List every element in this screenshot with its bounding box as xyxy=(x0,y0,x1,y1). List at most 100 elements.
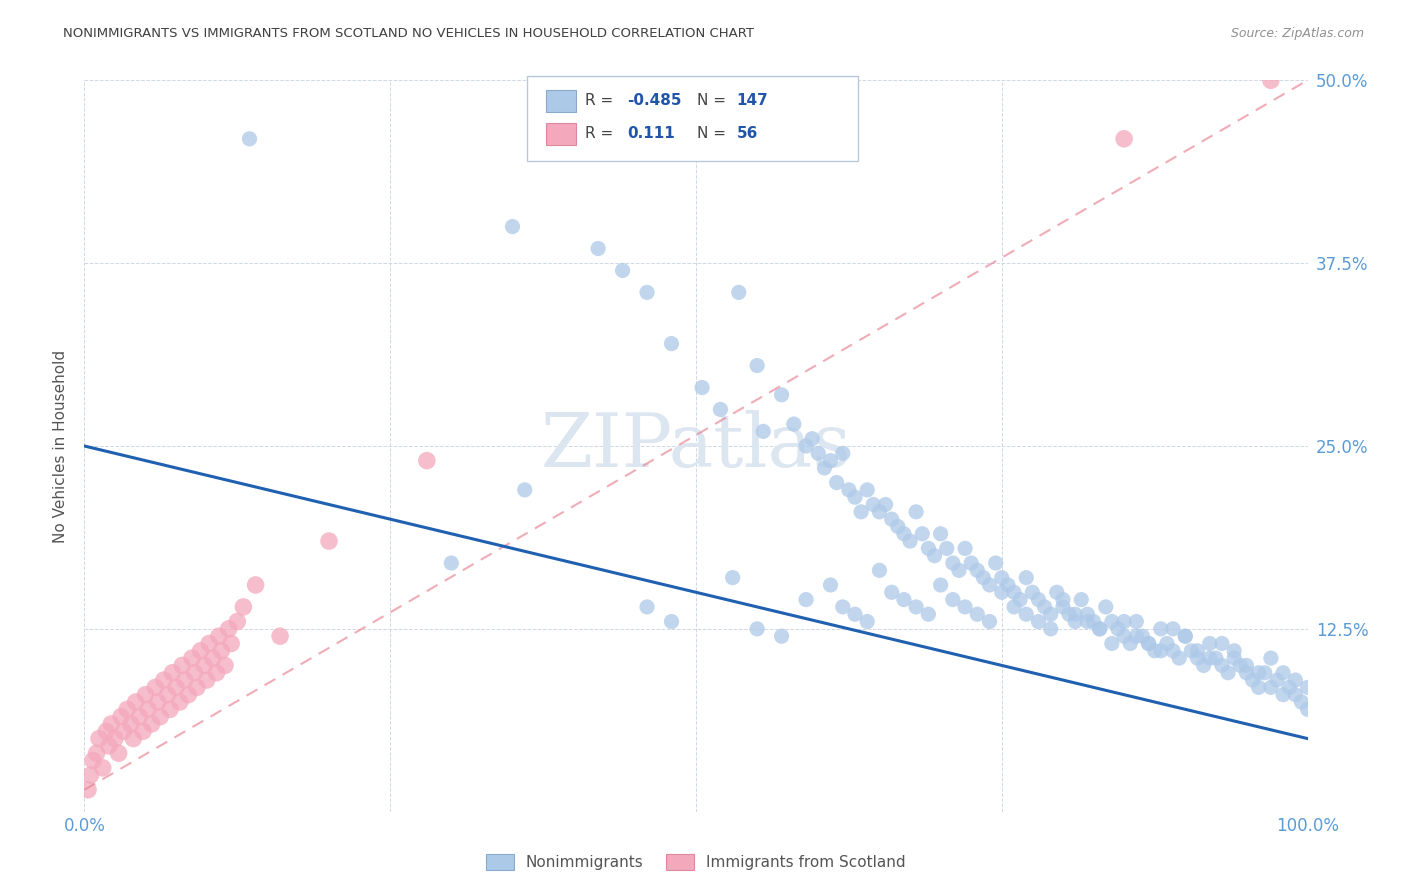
Point xyxy=(979,615,1001,629)
Point xyxy=(1180,644,1202,658)
Point xyxy=(783,417,806,431)
Point xyxy=(91,761,114,775)
Point xyxy=(905,505,928,519)
Point xyxy=(135,688,157,702)
Point xyxy=(1114,615,1136,629)
Point xyxy=(1094,599,1116,614)
Point xyxy=(1057,607,1080,622)
Point xyxy=(1161,622,1184,636)
Point xyxy=(1260,73,1282,87)
Point xyxy=(1247,681,1270,695)
Point xyxy=(831,599,853,614)
Point xyxy=(269,629,291,643)
Point xyxy=(586,242,609,256)
Point xyxy=(172,658,194,673)
Point xyxy=(1205,651,1227,665)
Point xyxy=(869,505,891,519)
Point xyxy=(813,461,835,475)
Point xyxy=(1260,651,1282,665)
Point xyxy=(208,629,231,643)
Text: ZIPatlas: ZIPatlas xyxy=(540,409,852,483)
Text: N =: N = xyxy=(697,127,731,141)
Point xyxy=(149,709,172,723)
Point xyxy=(107,746,129,760)
Point xyxy=(831,446,853,460)
Point xyxy=(747,359,769,373)
Point xyxy=(96,724,118,739)
Point xyxy=(917,541,939,556)
Text: R =: R = xyxy=(585,127,619,141)
Point xyxy=(181,651,204,665)
Point xyxy=(1198,636,1220,650)
Point xyxy=(849,505,872,519)
Point xyxy=(1284,688,1306,702)
Point xyxy=(1254,665,1277,680)
Point xyxy=(966,607,988,622)
Point xyxy=(136,702,159,716)
Point xyxy=(887,519,910,533)
Point xyxy=(1052,592,1074,607)
Point xyxy=(97,739,120,753)
Text: 56: 56 xyxy=(737,127,758,141)
Point xyxy=(844,490,866,504)
Point xyxy=(201,651,224,665)
Point xyxy=(1241,673,1264,687)
Point xyxy=(1101,615,1123,629)
Point xyxy=(661,615,683,629)
Text: -0.485: -0.485 xyxy=(627,94,682,108)
Point xyxy=(1260,681,1282,695)
Point xyxy=(636,599,658,614)
Point xyxy=(924,549,946,563)
Point xyxy=(1052,599,1074,614)
Point xyxy=(1198,651,1220,665)
Point xyxy=(146,695,169,709)
Point xyxy=(132,724,155,739)
Point xyxy=(942,592,965,607)
Point xyxy=(953,541,976,556)
Y-axis label: No Vehicles in Household: No Vehicles in Household xyxy=(53,350,69,542)
Point xyxy=(636,285,658,300)
Point xyxy=(245,578,267,592)
Point xyxy=(997,578,1019,592)
Point xyxy=(120,717,142,731)
Point xyxy=(318,534,340,549)
Point xyxy=(869,563,891,577)
Point xyxy=(1211,636,1233,650)
Point xyxy=(1272,688,1295,702)
Point xyxy=(153,673,176,687)
Point xyxy=(966,563,988,577)
Point xyxy=(953,599,976,614)
Point xyxy=(1083,615,1105,629)
Point xyxy=(1216,665,1239,680)
Point xyxy=(125,695,148,709)
Point xyxy=(960,556,983,570)
Point xyxy=(156,688,179,702)
Text: 147: 147 xyxy=(737,94,769,108)
Point xyxy=(770,629,793,643)
Point xyxy=(1114,132,1136,146)
Point xyxy=(104,731,127,746)
Point xyxy=(801,432,824,446)
Point xyxy=(721,571,744,585)
Point xyxy=(972,571,994,585)
Text: 0.111: 0.111 xyxy=(627,127,675,141)
Point xyxy=(690,380,713,394)
Point xyxy=(232,599,254,614)
Point xyxy=(110,709,132,723)
Point xyxy=(193,658,215,673)
Point xyxy=(1247,665,1270,680)
Point xyxy=(1015,607,1038,622)
Point xyxy=(122,731,145,746)
Point xyxy=(862,498,884,512)
Point xyxy=(1265,673,1288,687)
Point xyxy=(79,768,101,782)
Point xyxy=(1076,615,1098,629)
Point xyxy=(87,731,110,746)
Point xyxy=(100,717,122,731)
Legend: Nonimmigrants, Immigrants from Scotland: Nonimmigrants, Immigrants from Scotland xyxy=(486,854,905,870)
Point xyxy=(1064,615,1087,629)
Point xyxy=(1002,599,1025,614)
Point xyxy=(1192,658,1215,673)
Point xyxy=(898,534,921,549)
Point xyxy=(991,571,1014,585)
